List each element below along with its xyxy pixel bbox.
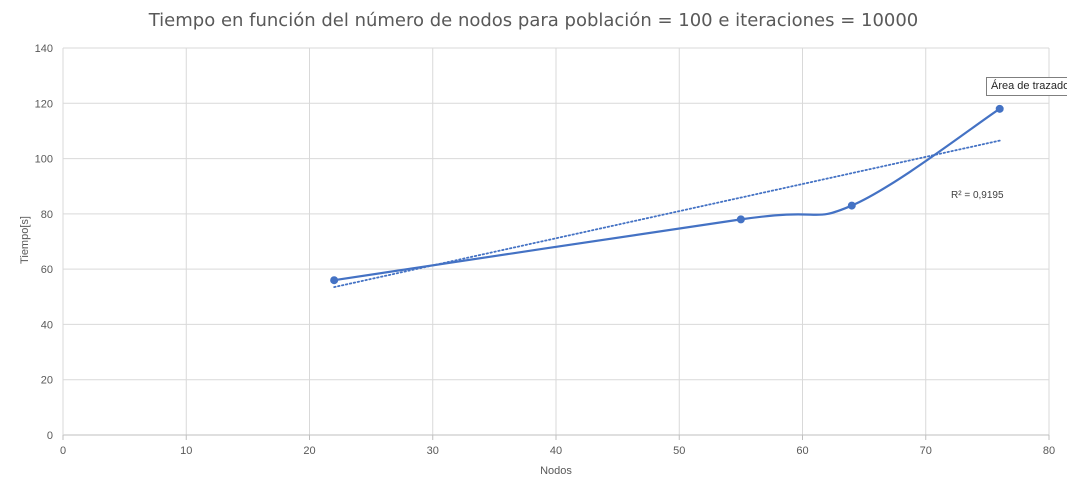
y-axis-label: Tiempo[s] xyxy=(19,216,31,264)
y-tick-label: 140 xyxy=(35,43,53,55)
r-squared-label: R² = 0,9195 xyxy=(951,190,1004,201)
x-tick-label: 30 xyxy=(427,445,439,457)
y-tick-label: 40 xyxy=(41,319,53,331)
x-tick-label: 70 xyxy=(920,445,932,457)
plot-area-tooltip: Área de trazado xyxy=(986,77,1067,96)
y-tick-label: 60 xyxy=(41,264,53,276)
data-point[interactable] xyxy=(330,276,339,285)
series-line[interactable] xyxy=(333,107,1001,282)
y-tick-label: 80 xyxy=(41,209,53,221)
x-axis-label: Nodos xyxy=(540,465,572,477)
y-tick-label: 120 xyxy=(35,98,53,110)
series[interactable] xyxy=(330,104,1004,285)
x-tick-label: 50 xyxy=(673,445,685,457)
x-tick-labels: 0 10 20 30 40 50 60 70 80 xyxy=(60,445,1055,457)
grid xyxy=(63,47,1050,435)
data-point[interactable] xyxy=(995,104,1004,113)
trendline[interactable] xyxy=(333,139,1001,289)
y-tick-label: 0 xyxy=(47,430,53,442)
x-tick-label: 60 xyxy=(796,445,808,457)
data-point[interactable] xyxy=(736,215,745,224)
x-tick-label: 0 xyxy=(60,445,66,457)
axes xyxy=(62,48,1050,440)
x-tick-label: 80 xyxy=(1043,445,1055,457)
trendline-line[interactable] xyxy=(333,139,1001,289)
x-tick-label: 10 xyxy=(180,445,192,457)
data-point[interactable] xyxy=(847,201,856,210)
y-tick-label: 20 xyxy=(41,375,53,387)
y-tick-labels: 0 20 40 60 80 100 120 140 xyxy=(35,43,53,442)
y-tick-label: 100 xyxy=(35,154,53,166)
x-tick-label: 20 xyxy=(303,445,315,457)
chart-title: Tiempo en función del número de nodos pa… xyxy=(148,10,919,31)
x-tick-label: 40 xyxy=(550,445,562,457)
